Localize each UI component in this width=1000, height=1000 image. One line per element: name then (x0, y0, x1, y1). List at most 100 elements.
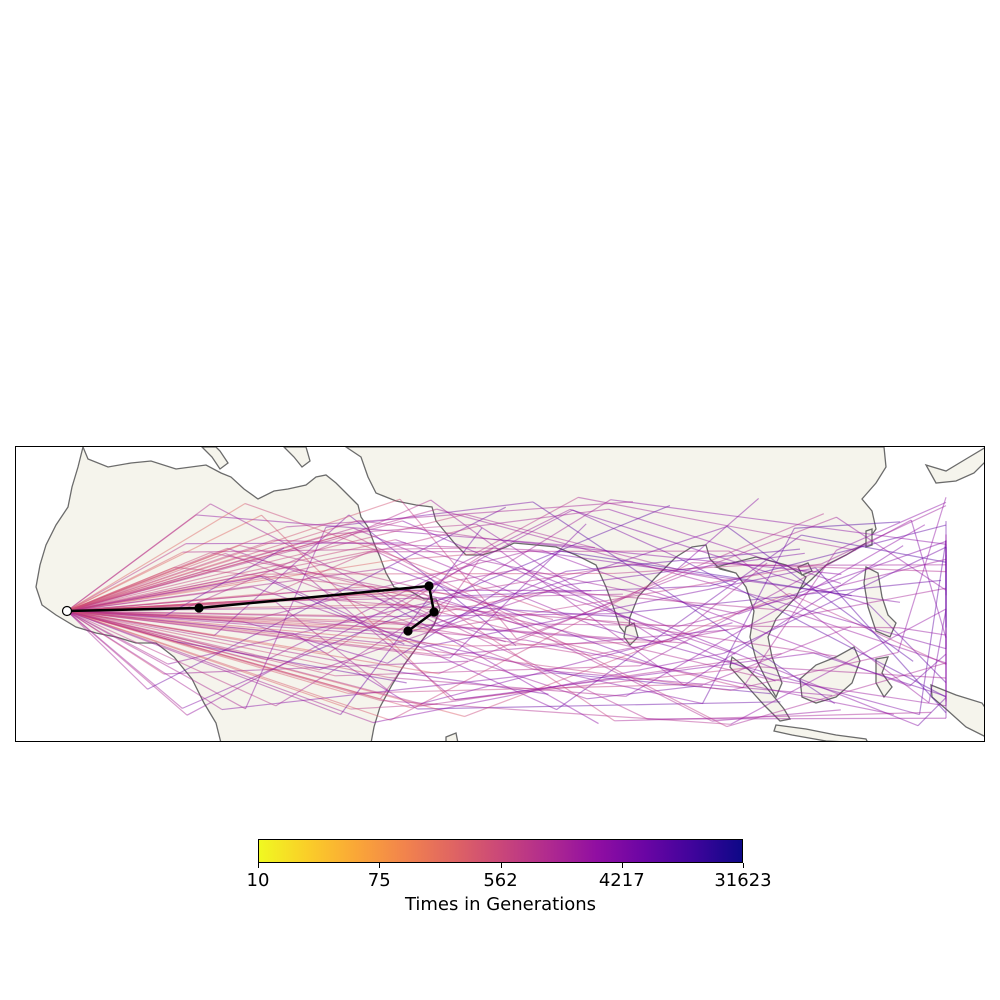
lineage-segment (225, 552, 535, 671)
colorbar-tick-label: 75 (367, 870, 391, 891)
lineage-segment (529, 550, 901, 603)
lineage-segment (359, 612, 619, 618)
lineage-segment (560, 614, 837, 657)
lineage-segment (308, 621, 527, 641)
lineage-segment (691, 562, 947, 573)
lineage-segment (66, 585, 372, 612)
lineage-segment (742, 564, 947, 567)
lineage-segment (273, 549, 374, 594)
lineage-segment (66, 610, 359, 630)
lineage-segment (608, 508, 842, 585)
lineage-segment (372, 652, 724, 724)
lineage-segment (66, 610, 148, 690)
landmass-sumatra (729, 655, 792, 722)
lineage-segment (163, 660, 469, 675)
lineage-segment (440, 570, 567, 627)
lineage-segment (518, 623, 899, 629)
landmass-sri-lanka (623, 622, 639, 646)
lineage-segment (613, 564, 743, 575)
landmass-madagascar-tip (445, 732, 459, 741)
lineage-segment (388, 669, 549, 695)
landmass-sulawesi (875, 656, 893, 699)
landmass-java (773, 724, 868, 741)
lineage-segment (66, 503, 246, 612)
lineage-segment (625, 524, 926, 697)
lineage-segment (66, 610, 246, 710)
lineage-segment (454, 585, 710, 597)
lineage-segment (66, 554, 243, 612)
lineage-segment (669, 562, 768, 642)
lineage-segment (66, 590, 420, 612)
lineage-segment (66, 610, 381, 700)
lineage-segment (66, 593, 380, 612)
landmass-italy-greece (201, 447, 311, 470)
lineage-segment (176, 641, 407, 684)
colorbar-tick-label: 4217 (598, 870, 645, 891)
lineage-segment (388, 676, 626, 697)
lineage-segment (321, 589, 592, 592)
lineage-segment (395, 539, 736, 655)
lineage-segment (406, 525, 728, 634)
lineage-segment (473, 496, 579, 555)
lineage-segment (379, 559, 480, 700)
lineage-segment (66, 594, 411, 612)
lineage-segment (66, 610, 461, 647)
lineage-segment (66, 610, 223, 711)
colorbar-title: Times in Generations (404, 894, 597, 915)
lineage-segment (451, 666, 758, 701)
path-node-marker (194, 603, 204, 613)
lineage-segment (66, 514, 197, 612)
lineage-segment (260, 575, 405, 645)
lineage-segment (618, 579, 942, 615)
lineage-segment (66, 610, 411, 709)
colorbar-tick-mark (379, 863, 381, 868)
lineage-segment (390, 567, 671, 672)
lineage-segment (66, 539, 274, 612)
lineage-segment (726, 525, 914, 662)
lineage-segment (701, 527, 795, 704)
lineage-segment (66, 519, 359, 612)
lineage-segment (66, 610, 465, 718)
lineage-segment (66, 552, 211, 612)
lineage-segment (227, 547, 506, 643)
lineage-segment (347, 683, 705, 694)
lineage-segment (293, 565, 456, 701)
path-node-marker (424, 581, 434, 591)
lineage-segment (369, 593, 599, 725)
lineage-segment (66, 610, 439, 675)
lineage-segment (66, 551, 368, 612)
lineage-segment (165, 547, 285, 617)
lineage-segment (436, 508, 738, 592)
map-svg (35, 447, 984, 741)
lineage-segment (433, 595, 529, 629)
lineage-segment (66, 610, 374, 724)
lineage-segment (340, 527, 483, 715)
lineage-segment (66, 610, 178, 643)
lineage-segment (430, 499, 685, 686)
lineage-segment (252, 586, 588, 700)
lineage-segment (263, 575, 557, 711)
lineage-segment (66, 514, 262, 612)
lineage-segment (327, 547, 494, 654)
lineage-segment (897, 497, 947, 653)
lineage-segment (738, 540, 947, 615)
landmass-japan (924, 447, 984, 484)
lineage-segment (592, 624, 920, 716)
lineage-segment (244, 527, 327, 710)
lineage-segment (319, 584, 566, 671)
lineage-segment (66, 610, 215, 637)
landmass-philippines (863, 566, 897, 638)
lineage-segment (402, 520, 776, 682)
lineage-segment (349, 615, 592, 657)
lineage-segment (66, 551, 183, 612)
lineage-segment (66, 566, 175, 612)
lineage-segment (461, 606, 631, 618)
landmass-afro-eurasia (35, 447, 441, 741)
lineage-segment (66, 610, 294, 634)
lineage-segment (460, 640, 671, 647)
lineage-segment (526, 639, 894, 715)
lineage-segment (66, 610, 183, 709)
path-node-marker (429, 607, 439, 617)
lineage-segment (430, 624, 624, 641)
origin-marker (61, 605, 73, 617)
